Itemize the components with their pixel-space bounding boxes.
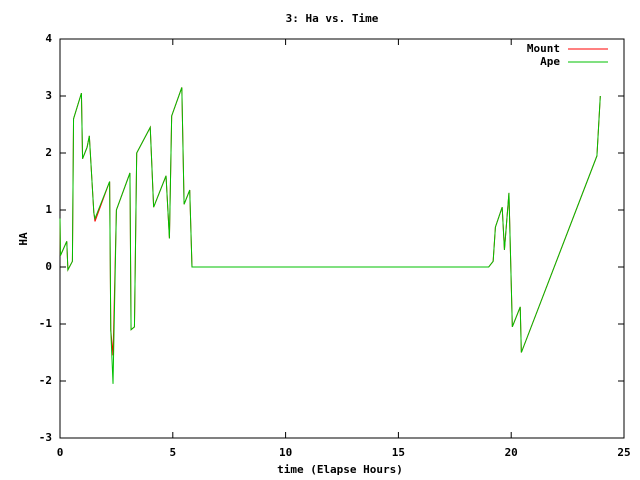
y-tick-label: 4 — [45, 32, 52, 45]
y-tick-label: -3 — [39, 431, 52, 444]
y-tick-label: -2 — [39, 374, 52, 387]
legend-label: Mount — [527, 42, 560, 55]
y-tick-label: 3 — [45, 89, 52, 102]
y-tick-label: 2 — [45, 146, 52, 159]
y-tick-label: 0 — [45, 260, 52, 273]
series-line — [59, 87, 601, 384]
x-tick-label: 20 — [505, 446, 518, 459]
series-line — [59, 87, 601, 356]
x-axis-label: time (Elapse Hours) — [277, 463, 403, 476]
x-tick-label: 25 — [617, 446, 630, 459]
y-tick-label: 1 — [45, 203, 52, 216]
y-tick-label: -1 — [39, 317, 53, 330]
x-tick-label: 15 — [392, 446, 405, 459]
y-axis-label: HA — [17, 232, 30, 246]
x-tick-label: 5 — [169, 446, 176, 459]
x-tick-label: 10 — [279, 446, 292, 459]
x-tick-label: 0 — [57, 446, 64, 459]
legend-label: Ape — [540, 55, 560, 68]
plot-border — [59, 38, 625, 439]
chart-title: 3: Ha vs. Time — [286, 12, 379, 25]
